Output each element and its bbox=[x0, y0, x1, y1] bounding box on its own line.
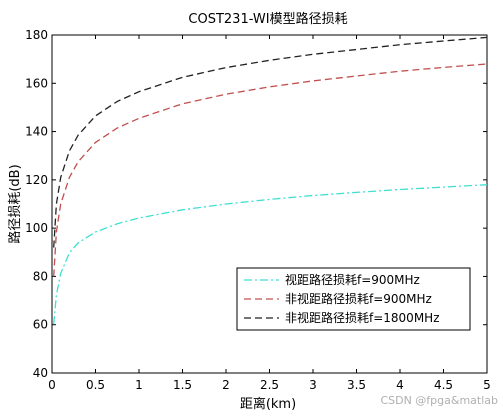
x-tick-label: 1.5 bbox=[173, 378, 192, 392]
x-tick-label: 0 bbox=[48, 378, 56, 392]
legend-entry: 视距路径损耗f=900MHz bbox=[285, 272, 420, 287]
y-tick-label: 80 bbox=[33, 269, 48, 283]
y-axis-ticks: 40 60 80 100 120 140 160 180 bbox=[25, 28, 487, 380]
y-tick-label: 140 bbox=[25, 125, 48, 139]
series-line-3 bbox=[53, 36, 488, 248]
legend-entry: 非视距路径损耗f=1800MHz bbox=[285, 310, 440, 325]
legend-box bbox=[236, 267, 471, 331]
x-tick-label: 5 bbox=[483, 378, 491, 392]
x-tick-label: 4.5 bbox=[434, 378, 453, 392]
x-axis-label: 距离(km) bbox=[240, 396, 296, 412]
y-tick-label: 180 bbox=[25, 28, 48, 42]
x-axis-ticks: 0 0.5 1 1.5 2 2.5 3 3.5 4 4.5 5 bbox=[48, 35, 491, 392]
legend-entry: 非视距路径损耗f=900MHz bbox=[285, 291, 432, 306]
y-tick-label: 60 bbox=[33, 318, 48, 332]
y-tick-label: 40 bbox=[33, 366, 48, 380]
x-tick-label: 2 bbox=[222, 378, 230, 392]
x-tick-label: 1 bbox=[135, 378, 143, 392]
x-tick-label: 4 bbox=[396, 378, 404, 392]
y-axis-label: 路径损耗(dB) bbox=[7, 164, 23, 243]
x-tick-label: 0.5 bbox=[86, 378, 105, 392]
series-layer bbox=[53, 36, 488, 325]
watermark: CSDN @fpga&matlab bbox=[380, 394, 498, 407]
y-tick-label: 160 bbox=[25, 76, 48, 90]
legend: 视距路径损耗f=900MHz 非视距路径损耗f=900MHz 非视距路径损耗f=18… bbox=[236, 267, 471, 331]
y-tick-label: 120 bbox=[25, 173, 48, 187]
x-tick-label: 3 bbox=[309, 378, 317, 392]
y-tick-label: 100 bbox=[25, 221, 48, 235]
x-tick-label: 3.5 bbox=[347, 378, 366, 392]
x-tick-label: 2.5 bbox=[260, 378, 279, 392]
chart-title: COST231-WI模型路径损耗 bbox=[188, 11, 347, 27]
